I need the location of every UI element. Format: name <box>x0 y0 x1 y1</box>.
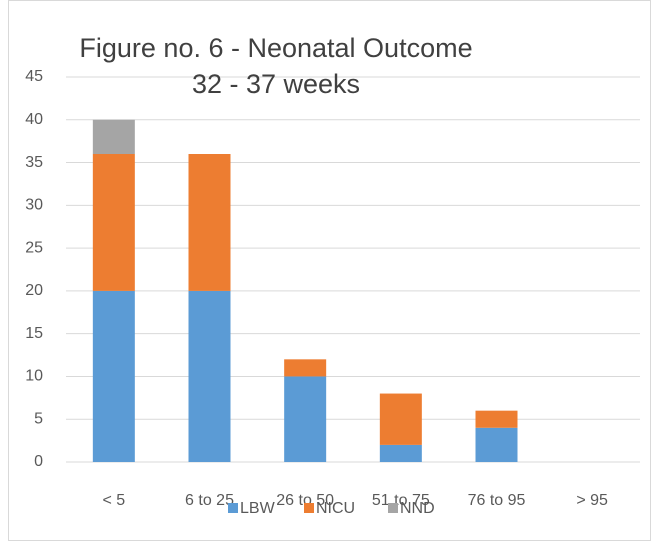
bar-segment <box>188 154 231 291</box>
y-tick-label: 15 <box>25 325 43 342</box>
bar-segment <box>284 376 327 462</box>
y-tick-label: 30 <box>25 197 43 214</box>
bar-segment <box>92 290 135 462</box>
bar-segment <box>92 154 135 291</box>
bar-segment <box>92 119 135 154</box>
x-tick-label: 51 to 75 <box>372 492 430 509</box>
legend-swatch <box>388 503 398 513</box>
legend-swatch <box>228 503 238 513</box>
legend-label: NND <box>400 500 435 517</box>
legend-swatch <box>304 503 314 513</box>
x-tick-label: 76 to 95 <box>468 492 526 509</box>
bar-segment <box>379 393 422 445</box>
bar-segment <box>284 359 327 377</box>
chart-title: Figure no. 6 - Neonatal Outcome 32 - 37 … <box>79 33 473 99</box>
x-tick-label: > 95 <box>576 492 608 509</box>
legend-label: NICU <box>316 500 355 517</box>
bar-segment <box>379 444 422 462</box>
y-tick-label: 5 <box>34 410 43 427</box>
y-tick-label: 20 <box>25 282 43 299</box>
x-tick-label: 26 to 50 <box>276 492 334 509</box>
y-tick-label: 40 <box>25 111 43 128</box>
y-tick-label: 0 <box>34 453 43 470</box>
y-tick-label: 10 <box>25 368 43 385</box>
legend-label: LBW <box>240 500 276 517</box>
bar-segment <box>475 410 518 428</box>
bar-segment <box>475 427 518 462</box>
y-tick-label: 45 <box>25 68 43 85</box>
chart-border <box>8 0 651 541</box>
y-tick-label: 25 <box>25 239 43 256</box>
x-tick-label: 6 to 25 <box>185 492 234 509</box>
bar-segment <box>188 290 231 462</box>
y-tick-label: 35 <box>25 154 43 171</box>
x-tick-label: < 5 <box>102 492 125 509</box>
